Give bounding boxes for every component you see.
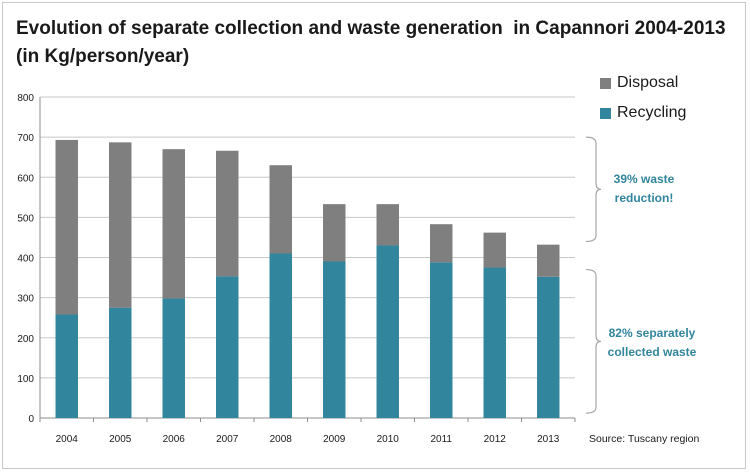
legend-label-recycling: Recycling xyxy=(617,104,687,121)
bar-disposal-2012 xyxy=(483,232,506,268)
bar-disposal-2011 xyxy=(430,224,453,263)
x-tick-label: 2008 xyxy=(270,434,293,445)
annotation-waste-reduction: 39% waste reduction! xyxy=(604,170,684,208)
y-tick-label: 400 xyxy=(17,254,34,265)
bracket-waste-reduction xyxy=(585,136,602,243)
x-tick-label: 2010 xyxy=(377,434,400,445)
y-tick-label: 700 xyxy=(17,133,34,144)
annotation-waste-reduction-line2: reduction! xyxy=(614,191,674,205)
source-note: Source: Tuscany region xyxy=(589,433,700,445)
x-tick-label: 2007 xyxy=(216,434,239,445)
bar-recycling-2013 xyxy=(537,276,560,418)
legend-swatch-recycling xyxy=(600,107,611,119)
bar-disposal-2013 xyxy=(537,244,560,277)
x-tick-label: 2011 xyxy=(430,434,452,445)
y-tick-label: 600 xyxy=(17,173,34,184)
bar-disposal-2004 xyxy=(55,139,78,315)
bar-recycling-2012 xyxy=(483,267,506,418)
y-tick-label: 800 xyxy=(17,93,34,104)
chart-title: Evolution of separate collection and was… xyxy=(16,18,726,39)
bar-recycling-2008 xyxy=(269,253,292,418)
bar-disposal-2009 xyxy=(323,204,346,262)
x-tick-label: 2004 xyxy=(56,434,79,445)
y-tick-label: 100 xyxy=(17,374,34,385)
bar-recycling-2005 xyxy=(109,307,132,418)
bar-recycling-2009 xyxy=(323,261,346,418)
legend-item-recycling: Recycling xyxy=(600,104,686,122)
bar-disposal-2008 xyxy=(269,165,292,254)
x-tick-label: 2012 xyxy=(484,434,507,445)
annotation-separate-collection: 82% separately collected waste xyxy=(602,324,702,362)
bracket-separate-collection xyxy=(585,268,602,414)
x-tick-label: 2006 xyxy=(163,434,186,445)
legend-swatch-disposal xyxy=(600,77,611,89)
annotation-separate-collection-line2: collected waste xyxy=(607,345,697,359)
legend-label-disposal: Disposal xyxy=(617,74,679,91)
bar-recycling-2006 xyxy=(162,298,185,418)
bar-recycling-2010 xyxy=(376,245,399,418)
bar-disposal-2010 xyxy=(376,204,399,246)
bar-recycling-2007 xyxy=(216,276,239,418)
y-tick-label: 200 xyxy=(17,334,34,345)
chart-subtitle: (in Kg/person/year) xyxy=(16,46,190,67)
x-tick-label: 2009 xyxy=(323,434,346,445)
annotation-waste-reduction-line1: 39% waste xyxy=(613,172,675,186)
bar-recycling-2011 xyxy=(430,262,453,418)
bar-disposal-2006 xyxy=(162,149,185,299)
y-tick-label: 300 xyxy=(17,294,34,305)
annotation-separate-collection-line1: 82% separately xyxy=(608,326,696,340)
bar-disposal-2005 xyxy=(109,142,132,308)
y-tick-label: 500 xyxy=(17,213,34,224)
y-tick-label: 0 xyxy=(28,414,34,425)
legend-item-disposal: Disposal xyxy=(600,74,678,92)
x-tick-label: 2005 xyxy=(109,434,132,445)
bar-disposal-2007 xyxy=(216,150,239,277)
bar-recycling-2004 xyxy=(55,314,78,418)
x-tick-label: 2013 xyxy=(537,434,560,445)
